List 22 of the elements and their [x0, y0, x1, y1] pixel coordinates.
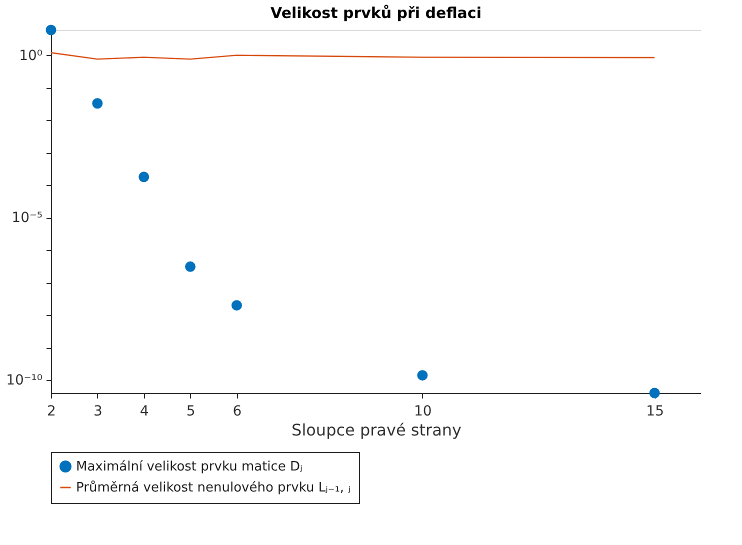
point: [46, 24, 56, 36]
point: [138, 172, 150, 182]
point: [231, 300, 242, 311]
y-tick-label: 10⁻⁵: [12, 210, 42, 226]
x-tick-label: 2: [47, 404, 56, 420]
x-tick-label: 6: [232, 404, 242, 420]
point: [417, 370, 428, 381]
x-tick-label: 15: [646, 404, 664, 420]
x-tick-label: 10: [414, 404, 432, 420]
x-tick-label: 3: [93, 404, 102, 420]
x-tick-label: 5: [186, 404, 196, 420]
chart-title: Velikost prvků při deflaci: [270, 4, 482, 22]
point: [185, 261, 196, 272]
y-tick-label: 10⁻¹⁰: [6, 372, 43, 389]
x-axis-title: Sloupce pravé strany: [292, 420, 462, 440]
point: [92, 98, 103, 109]
legend-label: Průměrná velikost nenulového prvku Lⱼ₋₁, ⱼ: [76, 480, 350, 496]
line-series: [50, 52, 656, 60]
y-tick-label: 10⁰: [19, 48, 43, 64]
legend-label: Maximální velikost prvku matice Dⱼ: [76, 460, 302, 474]
point: [649, 388, 660, 398]
x-tick-label: 4: [140, 404, 149, 420]
